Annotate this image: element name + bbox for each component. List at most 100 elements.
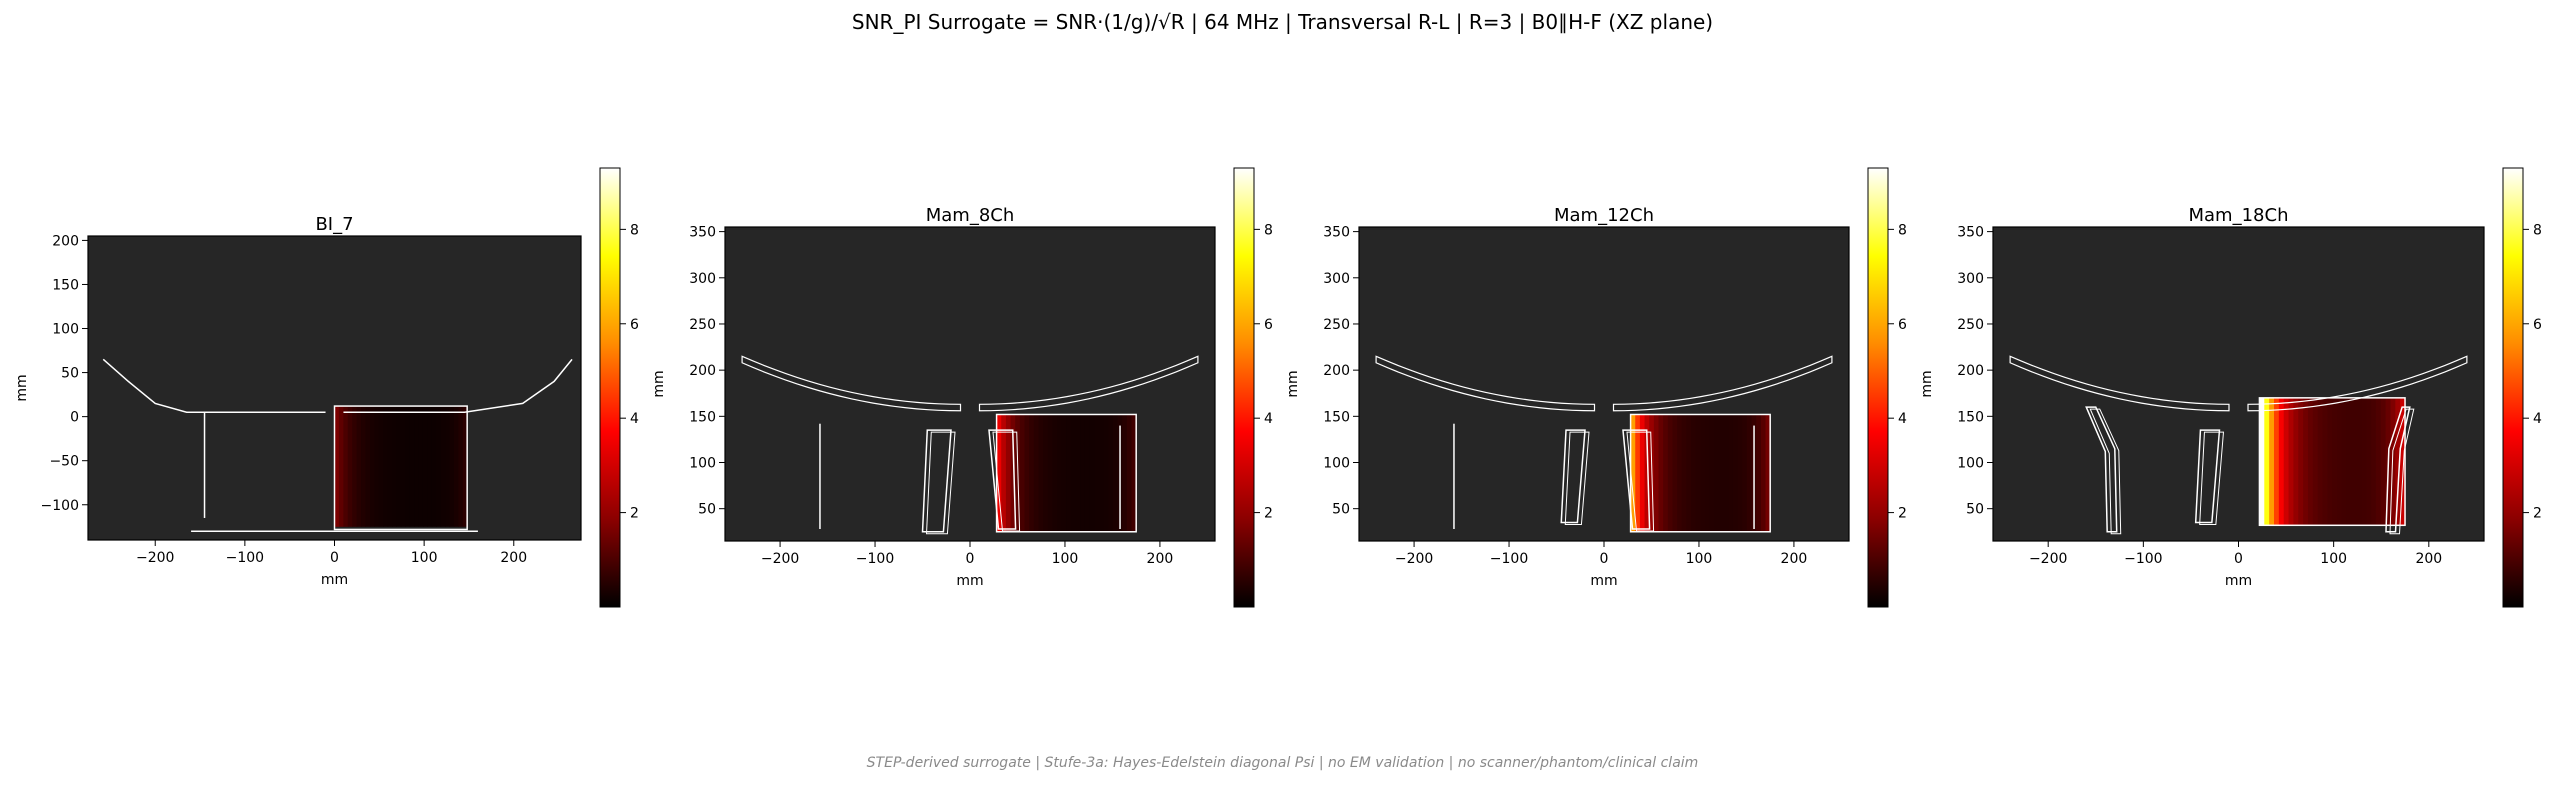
heat-cell (391, 406, 398, 527)
heat-cell (1705, 414, 1711, 532)
colorbar-tick-label: 8 (630, 222, 639, 238)
heat-cell (343, 406, 349, 527)
x-tick-label: 200 (1147, 551, 1174, 567)
heat-cell (2390, 397, 2396, 526)
heat-cell (387, 406, 393, 527)
heat-cell (1644, 414, 1650, 532)
colorbar-tick-label: 6 (1898, 317, 1907, 333)
heat-cell (1639, 414, 1646, 532)
x-axis-label: mm (321, 572, 348, 588)
heat-cell (1122, 414, 1128, 532)
y-tick-label: 350 (1323, 225, 1350, 241)
heat-cell (1024, 414, 1030, 532)
y-tick-label: 200 (1957, 363, 1984, 379)
heat-cell (1084, 414, 1091, 532)
outline-poly-inner (992, 431, 1021, 532)
heat-cell (1126, 414, 1133, 532)
heat-cell (347, 406, 353, 527)
heat-cell (1635, 414, 1641, 532)
x-tick-label: 100 (2320, 551, 2347, 567)
outline-poly-inner (925, 431, 956, 535)
colorbar-tick-label: 8 (1898, 222, 1907, 238)
y-axis-label: mm (651, 370, 667, 397)
outline-poly (2085, 406, 2118, 533)
y-tick-label: 350 (689, 225, 716, 241)
heat-cell (409, 406, 415, 527)
heat-cell (1112, 414, 1119, 532)
x-tick-label: 200 (2415, 551, 2442, 567)
x-axis-label: mm (2225, 573, 2252, 589)
heat-cell (396, 406, 402, 527)
panel-title: BI_7 (315, 214, 353, 235)
heat-cell (1756, 414, 1762, 532)
y-tick-label: 350 (1957, 225, 1984, 241)
x-tick-label: 200 (500, 550, 527, 566)
heat-cell (2337, 397, 2343, 526)
outline-poly (1622, 429, 1651, 530)
y-tick-label: 50 (61, 366, 79, 382)
heat-cell (418, 406, 424, 527)
outline-arc (741, 355, 962, 412)
outline-rect (995, 413, 1137, 533)
outline-rect (2258, 397, 2406, 527)
heat-cell (365, 406, 371, 527)
heat-cell (1728, 414, 1734, 532)
heat-cell (1047, 414, 1054, 532)
heat-cell (1061, 414, 1067, 532)
colorbar-tick-label: 4 (1898, 411, 1907, 427)
heat-cell (2366, 397, 2372, 526)
heat-cell (2303, 397, 2309, 526)
heat-cell (2312, 397, 2319, 526)
heat-cell (1010, 414, 1016, 532)
colorbar-tick-label: 2 (2533, 506, 2542, 522)
heat-cell (383, 406, 389, 527)
heat-cell (440, 406, 446, 527)
heat-cell (1071, 414, 1077, 532)
heat-cell (2322, 397, 2328, 526)
heat-cell (1103, 414, 1109, 532)
heat-cell (405, 406, 411, 527)
heat-cell (1001, 414, 1007, 532)
heat-cell (2283, 397, 2290, 526)
heat-cell (2293, 397, 2299, 526)
heat-cell (1057, 414, 1063, 532)
heat-cell (2380, 397, 2387, 526)
heat-cell (2317, 397, 2324, 526)
x-tick-label: 100 (1052, 551, 1079, 567)
outline-arc (1375, 355, 1596, 412)
heat-cell (1709, 414, 1715, 532)
heat-cell (1052, 414, 1058, 532)
heat-cell (1760, 414, 1767, 532)
y-tick-label: 300 (689, 271, 716, 287)
y-axis-label: mm (1285, 370, 1301, 397)
heat-cell (1723, 414, 1729, 532)
x-tick-label: −200 (1395, 551, 1433, 567)
heat-cell (2346, 397, 2353, 526)
x-tick-label: −100 (226, 550, 264, 566)
heat-cell (1677, 414, 1683, 532)
x-tick-label: 0 (1600, 551, 1609, 567)
outline-poly-inner (1564, 431, 1590, 526)
heat-cell (2356, 397, 2362, 526)
outline-poly (921, 429, 952, 533)
y-tick-label: −50 (49, 454, 79, 470)
colorbar (599, 167, 621, 608)
heat-cell (1630, 414, 1636, 532)
y-tick-label: 100 (1957, 456, 1984, 472)
x-tick-label: 0 (966, 551, 975, 567)
panel-2: Mam_12Ch −200 −100 0 100 200 mm 50 100 150 200 250 3… (1285, 167, 1907, 608)
x-tick-label: −100 (1490, 551, 1528, 567)
heat-cell (2371, 397, 2377, 526)
colorbar-tick-label: 8 (2533, 222, 2542, 238)
colorbar-tick-label: 4 (1264, 411, 1273, 427)
panel-0: BI_7 −200 −100 0 100 200 mm −100 −50 0 50 100 150 200… (14, 167, 639, 608)
figure-title: SNR_PI Surrogate = SNR·(1/g)/√R | 64 MHz… (851, 10, 1714, 34)
heat-cell (1700, 414, 1706, 532)
heat-cell (1080, 414, 1086, 532)
heat-cell (2400, 397, 2406, 526)
x-tick-label: 0 (2234, 551, 2243, 567)
heat-cell (2375, 397, 2382, 526)
heat-cell (1714, 414, 1720, 532)
outline-poly-inner (2199, 431, 2225, 526)
